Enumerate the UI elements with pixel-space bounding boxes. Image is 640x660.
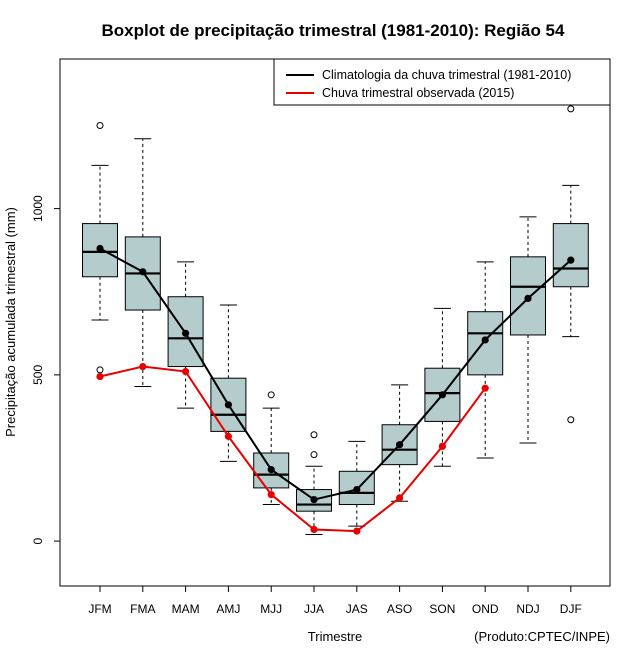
x-tick-label-fma: FMA bbox=[130, 602, 155, 616]
climatology-point-mjj bbox=[267, 466, 275, 474]
outlier-djf-0 bbox=[567, 105, 575, 113]
x-tick-label-son: SON bbox=[429, 602, 455, 616]
climatology-line bbox=[99, 247, 572, 501]
x-tick-label-ndj: NDJ bbox=[516, 602, 539, 616]
legend-climatology-label: Climatologia da chuva trimestral (1981-2… bbox=[322, 68, 571, 82]
x-tick-label-ond: OND bbox=[472, 602, 499, 616]
climatology-point-djf bbox=[567, 256, 575, 264]
outlier-jja-0 bbox=[310, 431, 318, 439]
outlier-mjj-0 bbox=[267, 391, 275, 399]
climatology-point-jfm bbox=[96, 244, 104, 253]
legend: Climatologia da chuva trimestral (1981-2… bbox=[273, 58, 611, 106]
y-tick-label-500: 500 bbox=[31, 365, 45, 385]
y-axis-label: Precipitação acumulada trimestral (mm) bbox=[3, 207, 18, 437]
axes-layer: 0 500 1000 JFM FMA MAM AMJ MJJ JJA JAS ASO SON OND ND… bbox=[31, 195, 582, 616]
observed-line bbox=[99, 365, 487, 533]
box-mam bbox=[167, 296, 204, 368]
x-tick-label-amj: AMJ bbox=[216, 602, 240, 616]
climatology-point-jas bbox=[353, 485, 361, 494]
observed-point-jfm bbox=[96, 372, 104, 381]
x-tick-label-mam: MAM bbox=[172, 602, 200, 616]
outlier-jfm-0 bbox=[96, 121, 104, 129]
y-tick-label-1000: 1000 bbox=[31, 195, 45, 222]
x-tick-label-jas: JAS bbox=[346, 602, 368, 616]
box-djf bbox=[552, 223, 589, 288]
x-tick-label-djf: DJF bbox=[560, 602, 582, 616]
observed-point-aso bbox=[396, 494, 404, 502]
observed-point-ond bbox=[481, 384, 489, 392]
legend-box bbox=[273, 58, 611, 106]
y-tick-label-0: 0 bbox=[31, 537, 45, 544]
observed-point-jja bbox=[310, 525, 318, 534]
observed-point-mam bbox=[182, 367, 190, 376]
outlier-jja-1 bbox=[310, 451, 318, 459]
climatology-point-amj bbox=[224, 401, 232, 409]
boxes-layer bbox=[82, 105, 589, 535]
climatology-point-aso bbox=[396, 441, 404, 449]
outlier-jfm-1 bbox=[96, 366, 104, 374]
x-tick-label-mjj: MJJ bbox=[260, 602, 282, 616]
x-tick-label-jja: JJA bbox=[304, 602, 324, 616]
observed-point-jas bbox=[353, 527, 361, 535]
climatology-point-son bbox=[438, 391, 446, 399]
x-tick-label-jfm: JFM bbox=[88, 602, 111, 616]
observed-point-amj bbox=[224, 432, 232, 440]
credit-text: (Produto:CPTEC/INPE) bbox=[474, 629, 610, 644]
observed-point-mjj bbox=[267, 490, 275, 499]
lines-layer bbox=[96, 244, 575, 535]
observed-point-fma bbox=[139, 362, 147, 371]
chart-title: Boxplot de precipitação trimestral (1981… bbox=[102, 21, 565, 40]
x-tick-label-aso: ASO bbox=[387, 602, 412, 616]
climatology-point-ond bbox=[481, 336, 489, 344]
legend-observed-label: Chuva trimestral observada (2015) bbox=[322, 86, 514, 100]
climatology-point-ndj bbox=[524, 294, 532, 302]
climatology-point-jja bbox=[310, 495, 318, 504]
observed-point-son bbox=[438, 442, 446, 450]
climatology-point-fma bbox=[139, 268, 147, 276]
outlier-djf-1 bbox=[567, 416, 575, 424]
x-axis-label: Trimestre bbox=[308, 629, 362, 644]
climatology-point-mam bbox=[182, 329, 190, 337]
